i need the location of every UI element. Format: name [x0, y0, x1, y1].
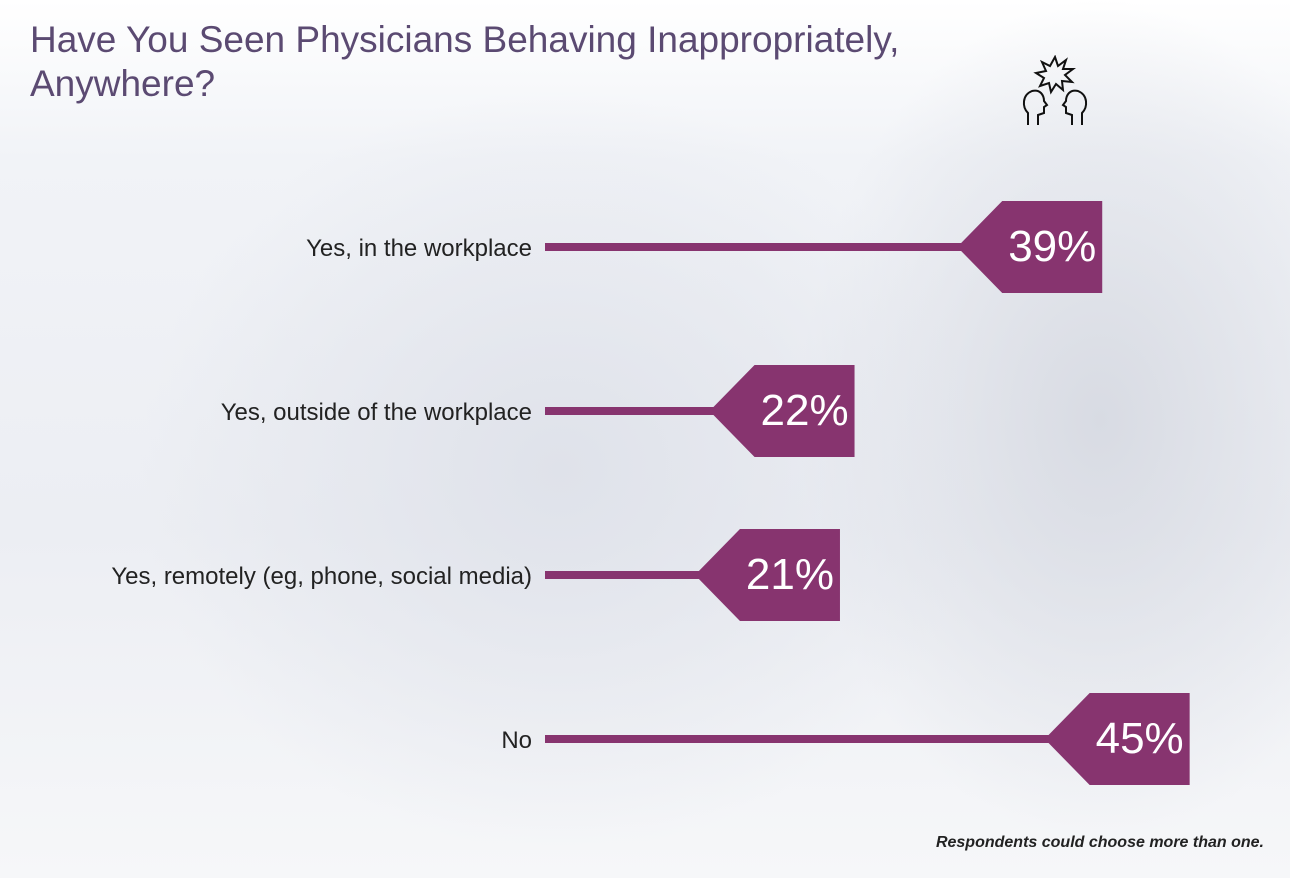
category-label: Yes, outside of the workplace: [221, 399, 532, 426]
bar-tag: [694, 529, 840, 621]
bar-line: [545, 735, 1055, 743]
value-label: 22%: [761, 386, 849, 435]
value-label: 39%: [1008, 222, 1096, 271]
category-label: Yes, remotely (eg, phone, social media): [111, 563, 532, 590]
bar-line: [545, 243, 968, 251]
chart-title: Have You Seen Physicians Behaving Inappr…: [30, 19, 900, 104]
bar-line: [545, 407, 720, 415]
bar-tag: [1044, 693, 1190, 785]
argument-icon: [1022, 55, 1088, 125]
bar-line: [545, 571, 705, 579]
value-label: 21%: [746, 550, 834, 599]
bar-tag: [709, 365, 855, 457]
footnote: Respondents could choose more than one.: [935, 834, 1264, 851]
category-label: No: [501, 727, 532, 754]
bar-tag: [957, 201, 1103, 293]
value-label: 45%: [1096, 714, 1184, 763]
category-label: Yes, in the workplace: [306, 235, 532, 262]
